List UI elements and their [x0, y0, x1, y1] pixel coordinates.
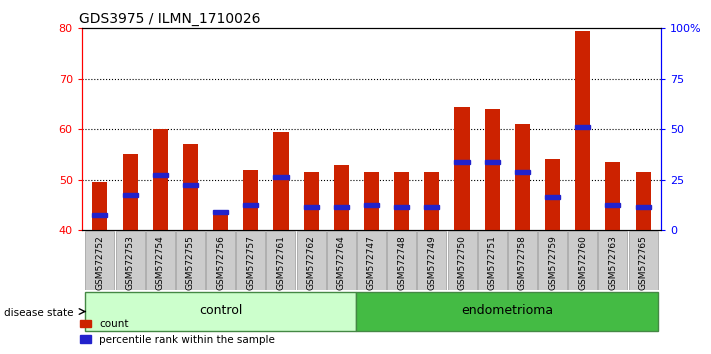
Text: GSM572763: GSM572763 [609, 235, 617, 290]
Text: GSM572753: GSM572753 [126, 235, 134, 290]
Text: GSM572750: GSM572750 [458, 235, 466, 290]
Text: GSM572752: GSM572752 [95, 235, 105, 290]
Bar [213, 215, 228, 230]
Bar [153, 173, 168, 177]
FancyBboxPatch shape [447, 231, 476, 290]
Bar [333, 165, 349, 230]
Text: GSM572755: GSM572755 [186, 235, 195, 290]
Bar [274, 132, 289, 230]
Text: GSM572760: GSM572760 [578, 235, 587, 290]
FancyBboxPatch shape [417, 231, 447, 290]
Text: GSM572749: GSM572749 [427, 235, 437, 290]
Text: GSM572764: GSM572764 [337, 235, 346, 290]
Bar [515, 170, 530, 174]
Bar [424, 205, 439, 210]
FancyBboxPatch shape [236, 231, 265, 290]
Bar [153, 129, 168, 230]
FancyBboxPatch shape [206, 231, 235, 290]
FancyBboxPatch shape [176, 231, 205, 290]
Bar [636, 205, 651, 210]
Bar [636, 172, 651, 230]
FancyBboxPatch shape [116, 231, 144, 290]
Text: GSM572756: GSM572756 [216, 235, 225, 290]
Text: endometrioma: endometrioma [461, 304, 553, 317]
Text: GSM572759: GSM572759 [548, 235, 557, 290]
FancyBboxPatch shape [508, 231, 537, 290]
FancyBboxPatch shape [538, 231, 567, 290]
Bar [213, 210, 228, 215]
Text: GDS3975 / ILMN_1710026: GDS3975 / ILMN_1710026 [79, 12, 260, 26]
FancyBboxPatch shape [629, 231, 658, 290]
Bar [575, 125, 590, 129]
Text: GSM572762: GSM572762 [306, 235, 316, 290]
FancyBboxPatch shape [267, 231, 296, 290]
Text: GSM572747: GSM572747 [367, 235, 376, 290]
Bar [183, 144, 198, 230]
Bar [515, 124, 530, 230]
Bar [92, 213, 107, 217]
FancyBboxPatch shape [85, 231, 114, 290]
Bar [122, 193, 138, 197]
Bar [364, 203, 379, 207]
Bar [575, 31, 590, 230]
Bar [454, 107, 469, 230]
Bar [333, 205, 349, 210]
Bar [605, 162, 621, 230]
Text: control: control [199, 304, 242, 317]
Text: GSM572748: GSM572748 [397, 235, 406, 290]
Bar [454, 160, 469, 164]
Bar [304, 205, 319, 210]
FancyBboxPatch shape [85, 292, 356, 331]
FancyBboxPatch shape [327, 231, 356, 290]
Text: GSM572751: GSM572751 [488, 235, 497, 290]
Bar [485, 160, 500, 164]
Bar [243, 170, 258, 230]
Bar [394, 205, 410, 210]
Bar [545, 195, 560, 199]
Text: disease state: disease state [4, 308, 73, 318]
Bar [545, 159, 560, 230]
Bar [394, 172, 410, 230]
Bar [122, 154, 138, 230]
FancyBboxPatch shape [478, 231, 507, 290]
Bar [364, 172, 379, 230]
Bar [304, 172, 319, 230]
Text: GSM572754: GSM572754 [156, 235, 165, 290]
Bar [92, 182, 107, 230]
Bar [424, 172, 439, 230]
Text: GSM572765: GSM572765 [638, 235, 648, 290]
FancyBboxPatch shape [357, 231, 386, 290]
Text: GSM572758: GSM572758 [518, 235, 527, 290]
FancyBboxPatch shape [387, 231, 416, 290]
FancyBboxPatch shape [146, 231, 175, 290]
Bar [274, 175, 289, 179]
Text: GSM572757: GSM572757 [246, 235, 255, 290]
Bar [183, 183, 198, 187]
Legend: count, percentile rank within the sample: count, percentile rank within the sample [76, 315, 279, 349]
FancyBboxPatch shape [599, 231, 627, 290]
Text: GSM572761: GSM572761 [277, 235, 285, 290]
FancyBboxPatch shape [356, 292, 658, 331]
FancyBboxPatch shape [296, 231, 326, 290]
Bar [605, 203, 621, 207]
Bar [485, 109, 500, 230]
FancyBboxPatch shape [568, 231, 597, 290]
Bar [243, 203, 258, 207]
